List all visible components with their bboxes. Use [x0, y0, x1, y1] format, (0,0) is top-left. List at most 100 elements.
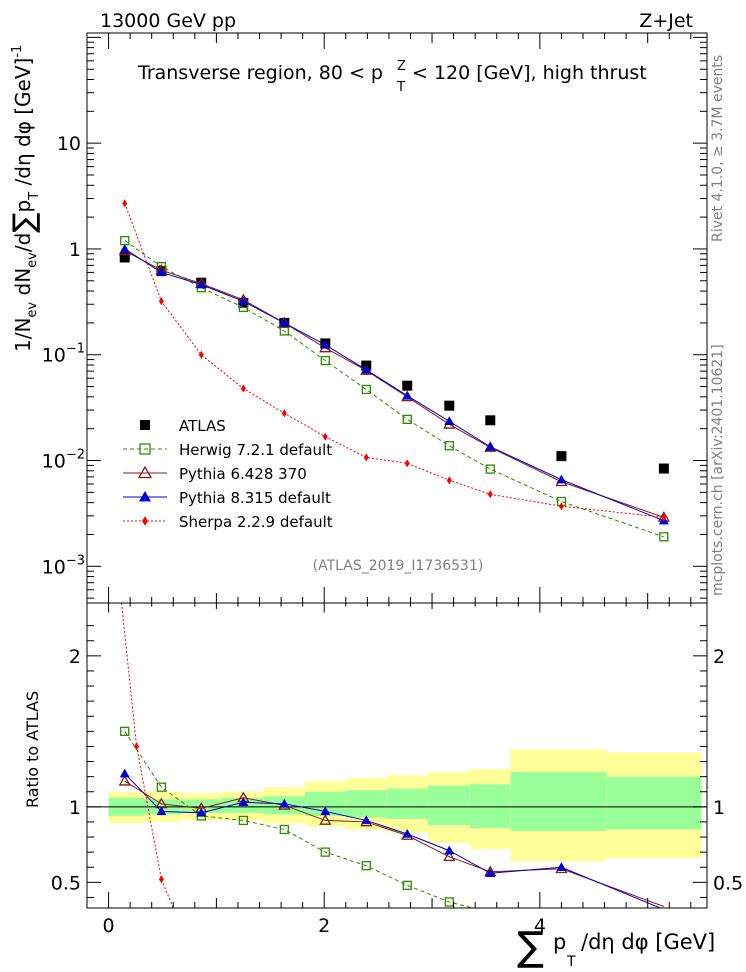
band-green — [180, 799, 222, 813]
ratio-y-axis: 0.5 0.5 1 1 2 2 — [51, 625, 743, 898]
data-point — [279, 798, 290, 808]
ratio-line — [124, 731, 475, 908]
data-point — [122, 199, 128, 208]
data-point — [485, 441, 496, 451]
data-point — [320, 355, 330, 366]
data-point — [446, 476, 452, 485]
data-point — [659, 532, 669, 542]
data-point — [402, 829, 413, 838]
data-point — [361, 384, 371, 395]
x-tick-label: 2 — [318, 915, 330, 937]
series-line — [124, 203, 664, 518]
series-line — [124, 248, 665, 522]
rivet-label: Rivet 4.1.0, ≥ 3.7M events — [710, 55, 726, 242]
y-tick-label-right: 1 — [713, 797, 725, 819]
data-point — [485, 464, 495, 474]
svg-text:1/Nev dNev/d∑pT /dη dφ [GeV]-: 1/Nev dNev/d∑pT /dη dφ [GeV]-1 — [7, 45, 42, 352]
data-point — [320, 847, 330, 857]
data-point — [156, 806, 167, 816]
data-point — [487, 490, 493, 499]
plot-title-end: < 120 [GeV], high thrust — [412, 62, 647, 84]
band-green — [510, 772, 607, 831]
legend-label: Pythia 6.428 370 — [179, 465, 307, 483]
data-point — [444, 400, 455, 411]
analysis-id: (ATLAS_2019_I1736531) — [313, 558, 484, 574]
data-point — [119, 243, 130, 253]
y-tick-label: 0.5 — [51, 872, 81, 894]
band-green — [386, 788, 428, 819]
x-tick-label: 0 — [103, 915, 115, 937]
y-tick-label: 2 — [69, 646, 81, 668]
data-point — [238, 296, 249, 306]
data-point — [402, 380, 413, 391]
svg-text:p: p — [553, 930, 566, 954]
band-green — [469, 784, 511, 828]
data-point — [556, 862, 567, 871]
data-point — [658, 463, 669, 474]
svg-text:T: T — [566, 954, 576, 970]
data-point — [156, 267, 167, 277]
data-point — [142, 516, 148, 526]
data-point — [119, 768, 130, 778]
ratio-frame — [86, 602, 708, 909]
data-point — [558, 502, 564, 511]
data-point — [320, 806, 331, 816]
svg-text:∑: ∑ — [517, 924, 544, 970]
data-point — [238, 797, 249, 807]
y-tick-label-right: 0.5 — [713, 872, 743, 894]
ratio-plot: 0 2 4 0.5 0.5 1 1 2 2 — [51, 602, 743, 937]
data-point — [198, 350, 204, 359]
data-point — [279, 317, 290, 327]
legend-item: Pythia 6.428 370 — [123, 465, 307, 483]
data-point — [118, 774, 131, 786]
data-point — [556, 451, 567, 462]
legend-item: Herwig 7.2.1 default — [123, 441, 332, 459]
y-tick-label: 10−2 — [42, 448, 85, 473]
legend-item: Pythia 8.315 default — [123, 489, 331, 507]
plot-title-sub: T — [396, 80, 405, 95]
header-right: Z+Jet — [639, 10, 693, 32]
data-point — [485, 415, 496, 426]
band-green — [606, 776, 702, 830]
y-tick-label: 10−1 — [42, 342, 85, 367]
main-y-axis: 10 1 10−1 10−2 10−3 — [42, 36, 707, 599]
band-green — [345, 790, 387, 818]
data-point — [320, 339, 331, 349]
header-left: 13000 GeV pp — [100, 10, 236, 32]
y-tick-label: 10−3 — [42, 553, 85, 578]
plot-title-sup: Z — [397, 59, 406, 74]
y-tick-label: 10 — [57, 133, 81, 155]
data-point — [137, 465, 153, 479]
data-point — [556, 474, 567, 484]
series-line — [124, 250, 665, 518]
data-point — [196, 279, 207, 289]
data-point — [361, 861, 371, 871]
legend-label: Sherpa 2.2.9 default — [179, 513, 333, 531]
data-point — [281, 409, 287, 418]
data-point — [485, 868, 496, 878]
y-tick-label: 1 — [69, 239, 81, 261]
data-point — [158, 297, 164, 306]
ratio-line — [124, 773, 662, 908]
data-point — [322, 432, 328, 441]
data-point — [120, 726, 130, 736]
data-point — [240, 384, 246, 393]
legend-label: Pythia 8.315 default — [179, 489, 331, 507]
data-point — [134, 742, 140, 751]
legend: ATLAS Herwig 7.2.1 default Pythia 6.428 37… — [123, 417, 333, 531]
series-sherpa-2-2-9-default — [122, 199, 667, 522]
data-point — [238, 815, 248, 826]
data-point — [444, 845, 455, 855]
plot-title: Transverse region, 80 < p — [137, 62, 383, 84]
main-ylabel: 1/Nev dNev/d∑pT /dη dφ [GeV]-1 — [7, 45, 42, 352]
main-plot: 10 1 10−1 10−2 10−3 — [42, 32, 708, 604]
band-green — [427, 785, 470, 825]
ratio-series-herwig-7-2-1-default — [120, 726, 475, 908]
data-point — [361, 364, 372, 374]
x-tick-label: 4 — [534, 915, 546, 937]
legend-item: ATLAS — [140, 417, 226, 435]
data-point — [139, 491, 151, 502]
data-point — [402, 880, 412, 891]
data-point — [140, 420, 150, 430]
